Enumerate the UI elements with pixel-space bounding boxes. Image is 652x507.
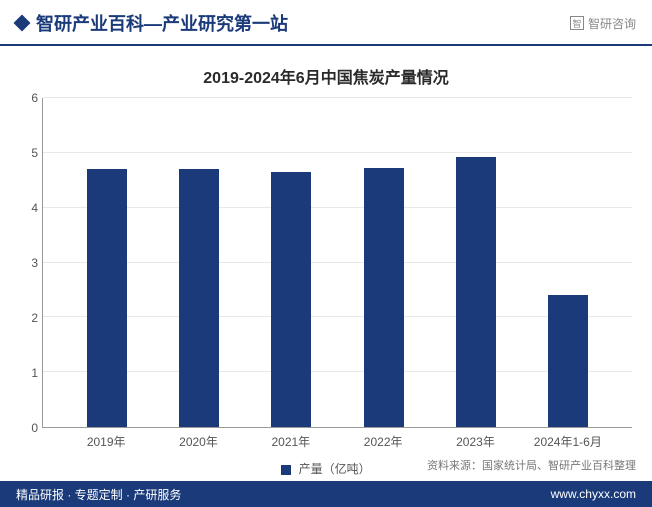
bar: [364, 168, 404, 427]
brand-text: 智研咨询: [588, 15, 636, 32]
chart-title: 2019-2024年6月中国焦炭产量情况: [0, 46, 652, 98]
brand-icon: 智: [570, 16, 584, 30]
chart-area: 0 1 2 3 4 5 6 2019年2020年2021年2022年2023年2…: [42, 98, 632, 428]
x-label: 2024年1-6月: [522, 433, 614, 450]
bar: [179, 169, 219, 427]
legend-swatch: [281, 465, 291, 475]
bar: [456, 157, 496, 427]
x-label: 2022年: [337, 433, 429, 450]
x-label: 2019年: [60, 433, 152, 450]
y-tick: 1: [18, 366, 38, 380]
bar-slot: [522, 98, 614, 427]
y-tick: 5: [18, 146, 38, 160]
bar-slot: [61, 98, 153, 427]
bar: [548, 295, 588, 427]
header: 智研产业百科—产业研究第一站 智 智研咨询: [0, 0, 652, 46]
bars-container: [43, 98, 632, 427]
bar: [87, 169, 127, 427]
header-left: 智研产业百科—产业研究第一站: [16, 10, 288, 36]
y-tick: 2: [18, 311, 38, 325]
header-title: 智研产业百科—产业研究第一站: [36, 10, 288, 36]
y-tick: 0: [18, 421, 38, 435]
header-brand: 智 智研咨询: [570, 15, 636, 32]
x-labels: 2019年2020年2021年2022年2023年2024年1-6月: [42, 433, 632, 450]
x-label: 2021年: [245, 433, 337, 450]
bar-slot: [338, 98, 430, 427]
bar-slot: [153, 98, 245, 427]
y-tick: 4: [18, 201, 38, 215]
footer: 精品研报 · 专题定制 · 产研服务 www.chyxx.com: [0, 481, 652, 507]
y-tick: 6: [18, 91, 38, 105]
footer-left: 精品研报 · 专题定制 · 产研服务: [16, 486, 181, 503]
x-label: 2020年: [152, 433, 244, 450]
bar: [271, 172, 311, 427]
x-label: 2023年: [429, 433, 521, 450]
y-tick: 3: [18, 256, 38, 270]
footer-right: www.chyxx.com: [551, 487, 636, 501]
diamond-icon: [14, 15, 31, 32]
bar-slot: [430, 98, 522, 427]
bar-slot: [245, 98, 337, 427]
legend-label: 产量（亿吨）: [299, 462, 371, 476]
y-axis: 0 1 2 3 4 5 6: [18, 98, 42, 428]
plot: [42, 98, 632, 428]
source-text: 资料来源：国家统计局、智研产业百科整理: [427, 457, 636, 473]
